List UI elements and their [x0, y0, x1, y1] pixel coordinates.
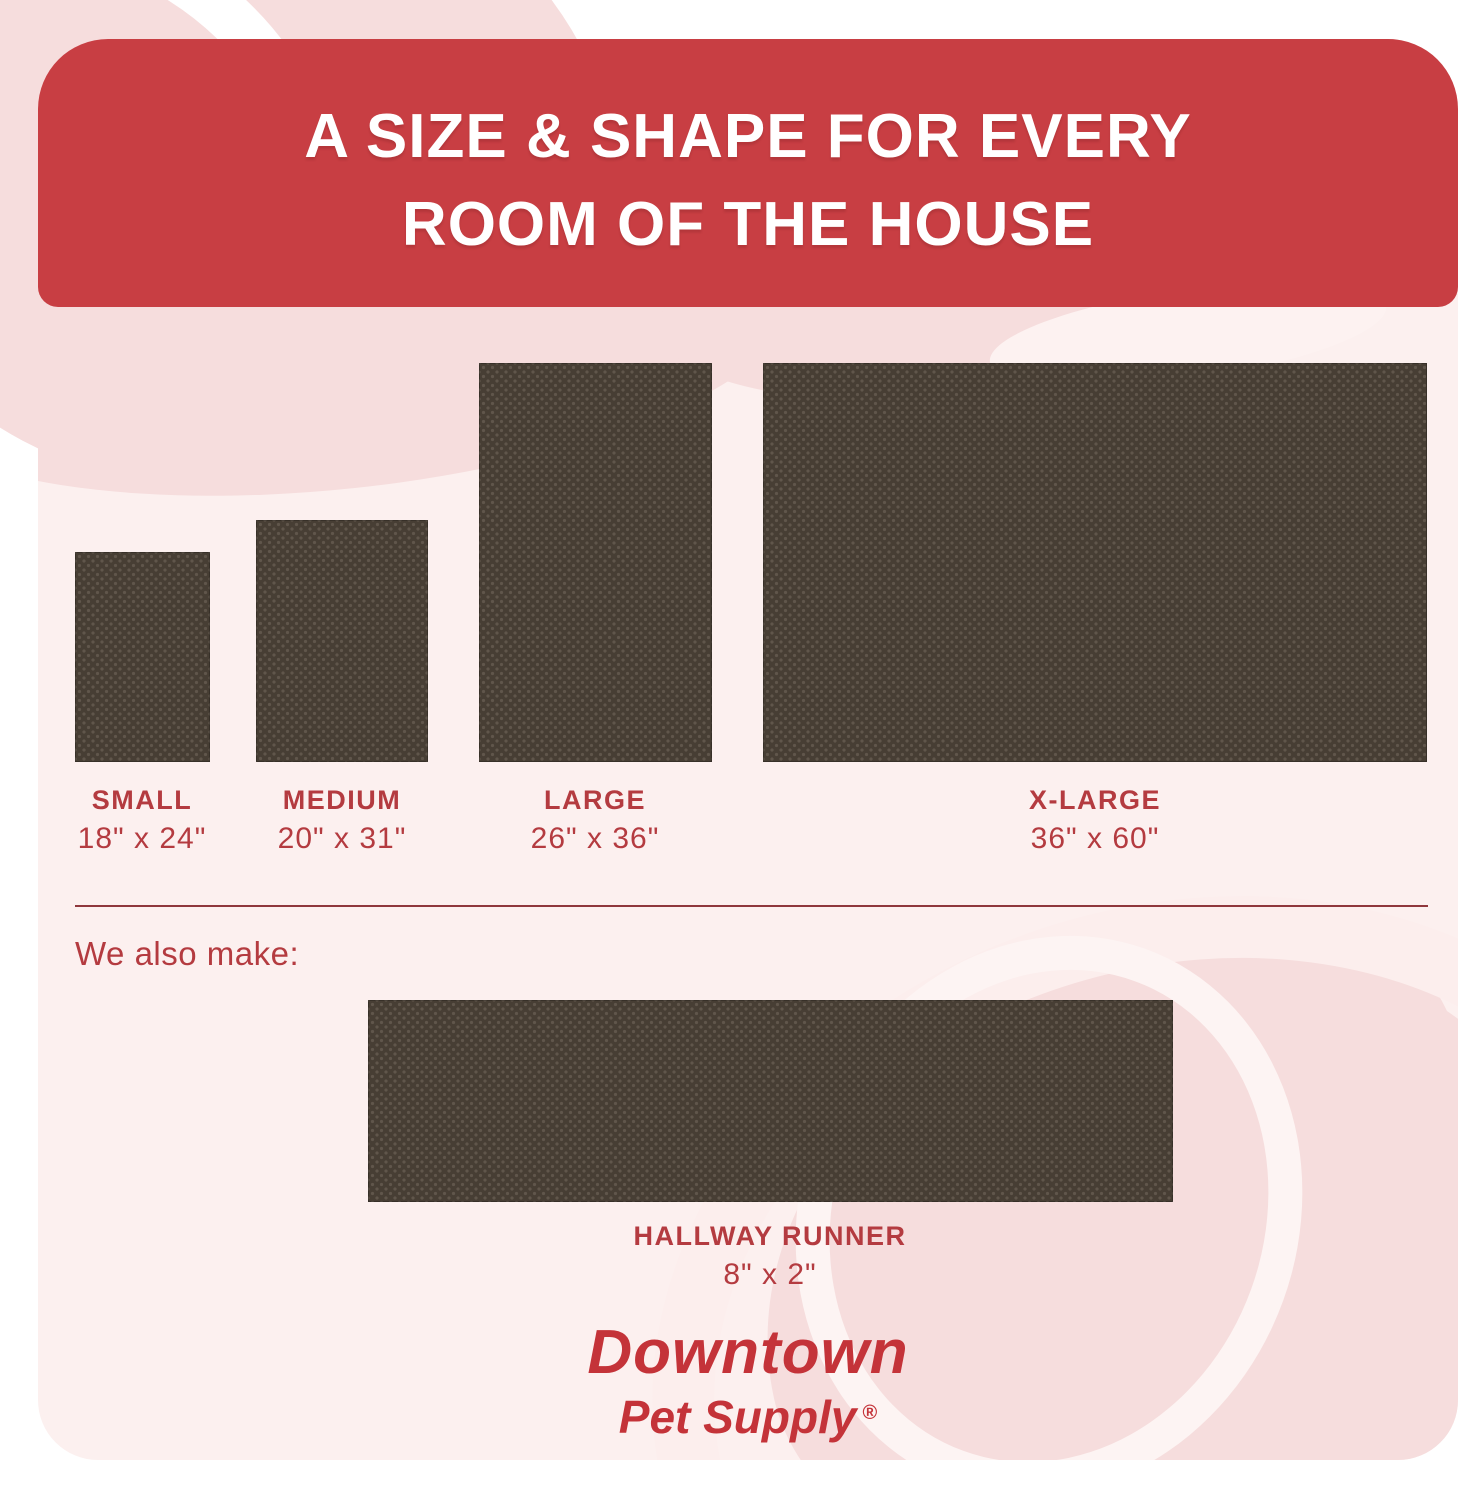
- brand-tagline-text: Pet Supply: [618, 1391, 857, 1443]
- size-label-large: LARGE 26" x 36": [445, 783, 745, 858]
- size-label-small: SMALL 18" x 24": [38, 783, 292, 858]
- size-label-xlarge: X-LARGE 36" x 60": [945, 783, 1245, 858]
- brand-tagline: Pet Supply ®: [38, 1387, 1458, 1443]
- section-divider: [75, 905, 1428, 907]
- size-name: X-LARGE: [1029, 785, 1161, 815]
- size-dimensions: 36" x 60": [1030, 822, 1160, 855]
- page-title-line-2: ROOM OF THE HOUSE: [401, 190, 1095, 259]
- mat-small-swatch: [75, 552, 210, 762]
- size-dimensions: 8" x 2": [723, 1258, 817, 1291]
- size-dimensions: 26" x 36": [530, 822, 660, 855]
- size-name: MEDIUM: [282, 785, 402, 815]
- brand-logo: Downtown Pet Supply ®: [38, 1318, 1458, 1444]
- page-title: A SIZE & SHAPE FOR EVERY ROOM OF THE HOU…: [38, 39, 1458, 269]
- size-name: SMALL: [91, 785, 193, 815]
- size-dimensions: 20" x 31": [277, 822, 407, 855]
- header-banner: A SIZE & SHAPE FOR EVERY ROOM OF THE HOU…: [38, 39, 1458, 307]
- size-name: HALLWAY RUNNER: [633, 1221, 907, 1251]
- size-name: LARGE: [544, 785, 646, 815]
- mat-large-swatch: [479, 363, 712, 762]
- size-dimensions: 18" x 24": [77, 822, 207, 855]
- registered-trademark-mark: ®: [862, 1402, 878, 1424]
- page-title-line-1: A SIZE & SHAPE FOR EVERY: [304, 102, 1192, 171]
- also-make-label: We also make:: [75, 935, 300, 972]
- mat-xlarge-swatch: [763, 363, 1427, 762]
- size-label-medium: MEDIUM 20" x 31": [192, 783, 492, 858]
- mat-hallway-runner-swatch: [368, 1000, 1173, 1202]
- size-label-hallway-runner: HALLWAY RUNNER 8" x 2": [470, 1219, 1070, 1294]
- mat-medium-swatch: [256, 520, 428, 762]
- brand-name: Downtown: [587, 1318, 909, 1387]
- infographic-card: A SIZE & SHAPE FOR EVERY ROOM OF THE HOU…: [38, 39, 1458, 1460]
